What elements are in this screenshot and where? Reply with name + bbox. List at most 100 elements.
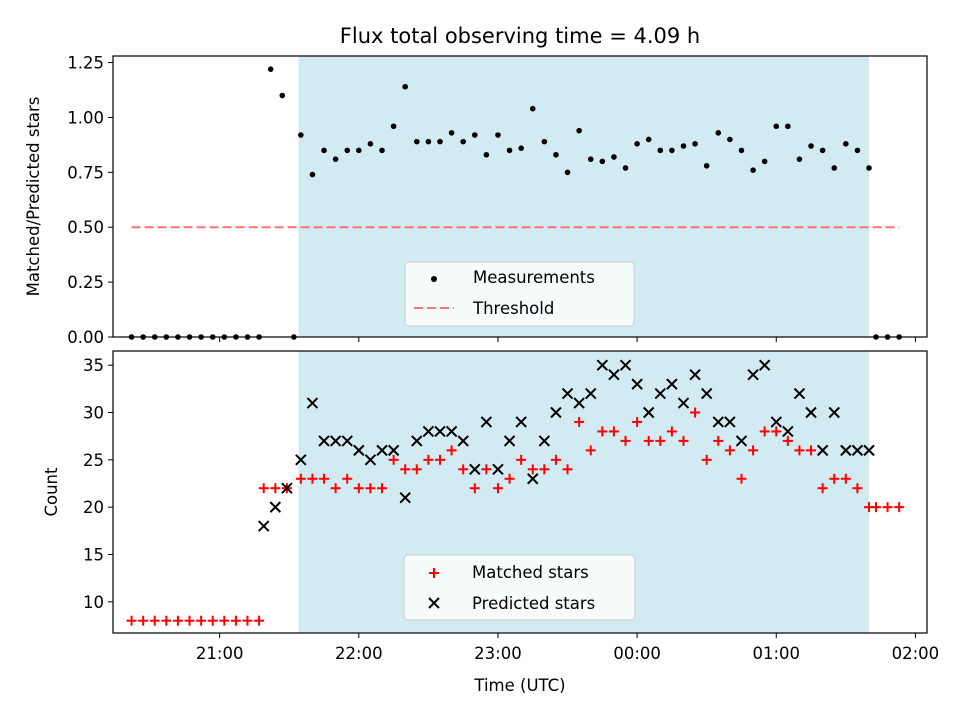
matched-star-point bbox=[446, 445, 457, 456]
measurement-point bbox=[437, 138, 443, 145]
bottom-y-tick-label: 35 bbox=[83, 356, 104, 375]
predicted-star-point bbox=[677, 397, 690, 409]
predicted-star-point bbox=[631, 378, 643, 390]
predicted-star-stroke bbox=[538, 435, 551, 447]
predicted-star-stroke bbox=[399, 491, 411, 504]
bottom-y-axis-label: Count bbox=[42, 467, 61, 517]
bottom-y-tick-label: 15 bbox=[83, 545, 104, 564]
predicted-star-stroke bbox=[318, 435, 330, 447]
predicted-star-point bbox=[538, 435, 551, 447]
matched-star-point bbox=[678, 435, 689, 446]
matched-star-point bbox=[342, 473, 353, 484]
predicted-star-point bbox=[503, 435, 516, 447]
bottom-x-tick-label: 22:00 bbox=[335, 644, 383, 663]
matched-star-point bbox=[870, 502, 881, 513]
predicted-star-point bbox=[353, 444, 365, 457]
matched-star-point bbox=[469, 483, 480, 494]
matched-stars-points bbox=[126, 407, 905, 626]
predicted-star-point bbox=[782, 425, 794, 438]
bottom-y-axis-ticks: 10 15 20 25 30 35 bbox=[83, 356, 113, 612]
predicted-star-point bbox=[816, 444, 829, 457]
matched-star-point bbox=[207, 615, 218, 626]
measurement-point bbox=[796, 156, 803, 162]
matched-star-point bbox=[620, 435, 631, 446]
predicted-star-stroke bbox=[700, 387, 713, 400]
top-y-tick-label: 1.00 bbox=[67, 108, 104, 127]
predicted-star-point bbox=[445, 425, 458, 438]
predicted-star-stroke bbox=[712, 416, 724, 428]
predicted-star-stroke bbox=[724, 416, 736, 428]
measurement-point bbox=[692, 141, 698, 147]
matched-star-point bbox=[574, 416, 585, 427]
measurement-point bbox=[564, 169, 571, 176]
bottom-x-axis-ticks: 21:00 22:00 23:00 00:00 01:00 02:00 bbox=[196, 633, 939, 663]
measurement-points bbox=[128, 66, 902, 340]
predicted-star-point bbox=[724, 416, 736, 428]
matched-star-point bbox=[295, 473, 306, 484]
predicted-star-stroke bbox=[269, 501, 282, 513]
predicted-star-stroke bbox=[527, 473, 539, 485]
matched-star-point bbox=[270, 483, 281, 494]
bottom-y-tick-label: 20 bbox=[83, 498, 104, 517]
matched-star-point bbox=[840, 473, 851, 484]
matched-star-point bbox=[516, 454, 527, 465]
predicted-star-stroke bbox=[596, 359, 609, 371]
predicted-star-stroke bbox=[585, 387, 597, 400]
predicted-star-point bbox=[573, 397, 585, 409]
predicted-star-point bbox=[422, 425, 435, 438]
bottom-x-axis-label: Time (UTC) bbox=[473, 676, 565, 695]
predicted-star-stroke bbox=[364, 454, 377, 466]
matched-star-point bbox=[562, 464, 573, 475]
measurement-point bbox=[321, 147, 327, 154]
measurement-point bbox=[587, 156, 594, 162]
matched-star-point bbox=[632, 416, 643, 427]
matched-star-point bbox=[550, 454, 561, 465]
predicted-star-stroke bbox=[747, 368, 759, 381]
matched-star-point bbox=[172, 615, 183, 626]
predicted-star-stroke bbox=[863, 444, 875, 457]
matched-star-point bbox=[504, 473, 515, 484]
predicted-star-point bbox=[561, 387, 574, 400]
predicted-star-stroke bbox=[341, 435, 353, 447]
predicted-star-point bbox=[480, 416, 493, 428]
matched-star-point bbox=[527, 464, 538, 475]
predicted-star-point bbox=[619, 359, 632, 371]
matched-star-point bbox=[852, 483, 863, 494]
predicted-star-stroke bbox=[758, 359, 771, 371]
predicted-star-point bbox=[469, 463, 481, 475]
predicted-star-point bbox=[399, 491, 411, 504]
matched-star-point bbox=[161, 615, 172, 626]
predicted-star-point bbox=[376, 444, 388, 457]
predicted-star-stroke bbox=[422, 425, 435, 438]
predicted-star-stroke bbox=[480, 416, 493, 428]
measurement-point bbox=[541, 138, 548, 145]
predicted-star-stroke bbox=[445, 425, 458, 438]
measurement-point bbox=[518, 145, 524, 152]
measurement-point bbox=[402, 83, 409, 90]
predicted-stars-points bbox=[258, 359, 875, 532]
predicted-star-point bbox=[411, 435, 423, 447]
predicted-star-point bbox=[654, 387, 667, 400]
matched-star-point bbox=[701, 454, 712, 465]
measurement-point bbox=[703, 162, 710, 169]
measurement-point bbox=[727, 136, 733, 143]
measurement-point bbox=[309, 171, 316, 178]
predicted-star-point bbox=[457, 435, 469, 447]
predicted-star-stroke bbox=[782, 425, 794, 438]
predicted-star-stroke bbox=[550, 406, 562, 419]
matched-star-point bbox=[759, 426, 770, 437]
predicted-star-point bbox=[318, 435, 330, 447]
matched-star-point bbox=[254, 615, 265, 626]
top-y-axis-ticks: 0.00 0.25 0.50 0.75 1.00 1.25 bbox=[67, 54, 113, 347]
matched-star-point bbox=[377, 483, 388, 494]
predicted-star-point bbox=[281, 482, 293, 494]
predicted-star-stroke bbox=[515, 416, 527, 428]
predicted-star-stroke bbox=[666, 378, 678, 390]
predicted-star-stroke bbox=[281, 482, 293, 494]
matched-star-point bbox=[608, 426, 619, 437]
measurement-point bbox=[599, 158, 606, 165]
predicted-star-point bbox=[329, 435, 342, 447]
measurement-point bbox=[576, 127, 582, 134]
matched-star-point bbox=[400, 464, 411, 475]
